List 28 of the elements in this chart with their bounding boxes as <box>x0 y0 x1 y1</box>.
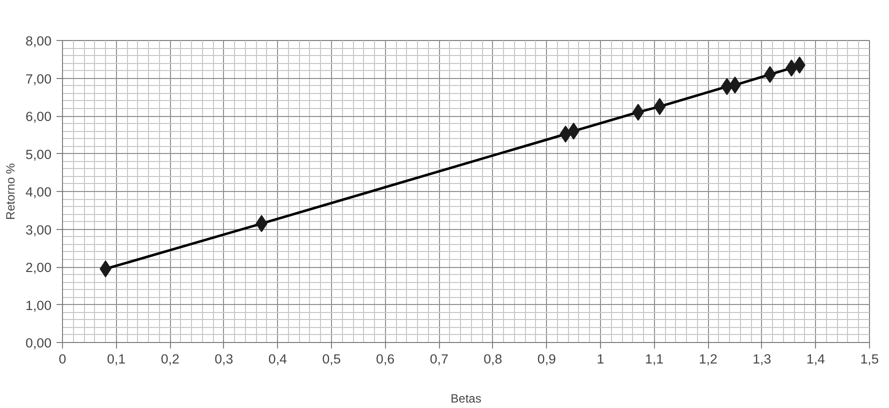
point <box>654 98 666 116</box>
x-tick-label: 0,9 <box>537 352 556 366</box>
x-tick-label: 1,5 <box>860 352 879 366</box>
y-tick-label: 4,00 <box>26 184 52 200</box>
y-tick-label: 6,00 <box>26 109 52 124</box>
x-tick-label: 0,2 <box>160 352 180 366</box>
y-tick-label: 7,00 <box>26 71 52 86</box>
x-tick-label: 0,3 <box>214 352 234 366</box>
x-axis-title: Betas <box>450 392 482 406</box>
x-tick-label: 1 <box>596 352 604 366</box>
y-tick-label: 2,00 <box>26 260 52 275</box>
x-tick-label: 1,4 <box>806 352 826 366</box>
x-tick-label: 1,2 <box>698 352 718 366</box>
y-tick-label: 1,00 <box>26 298 52 313</box>
y-tick-label: 3,00 <box>26 222 52 238</box>
x-tick-label: 0 <box>58 352 66 366</box>
x-tick-label: 0,6 <box>376 352 395 366</box>
x-tick-label: 0,4 <box>268 352 288 366</box>
x-tick-label: 0,8 <box>484 352 502 366</box>
x-tick-label: 1,3 <box>752 352 772 366</box>
y-tick-label: 0,00 <box>26 336 52 350</box>
x-tick-label: 1,1 <box>645 352 664 366</box>
x-tick-label: 0,1 <box>107 352 126 366</box>
y-tick-label: 8,00 <box>26 34 52 48</box>
y-tick-label: 5,00 <box>26 146 52 162</box>
x-tick-label: 0,7 <box>430 352 448 366</box>
y-axis-title: Retorno % <box>4 162 18 220</box>
x-tick-label: 0,5 <box>322 352 341 366</box>
